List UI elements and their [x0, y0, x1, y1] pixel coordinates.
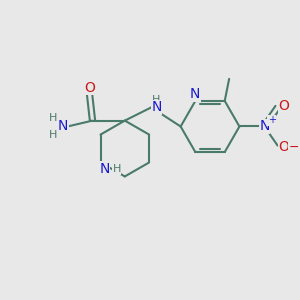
Text: O: O: [84, 81, 95, 95]
Text: N: N: [58, 119, 68, 134]
Text: H: H: [152, 95, 161, 105]
Text: N: N: [152, 100, 162, 114]
Text: O: O: [279, 99, 289, 113]
Text: H: H: [49, 113, 57, 123]
Text: N: N: [190, 88, 200, 101]
Text: H: H: [112, 164, 121, 174]
Text: −: −: [289, 141, 299, 154]
Text: +: +: [268, 115, 276, 125]
Text: N: N: [259, 119, 270, 134]
Text: N: N: [99, 162, 110, 176]
Text: H: H: [49, 130, 57, 140]
Text: O: O: [279, 140, 289, 154]
